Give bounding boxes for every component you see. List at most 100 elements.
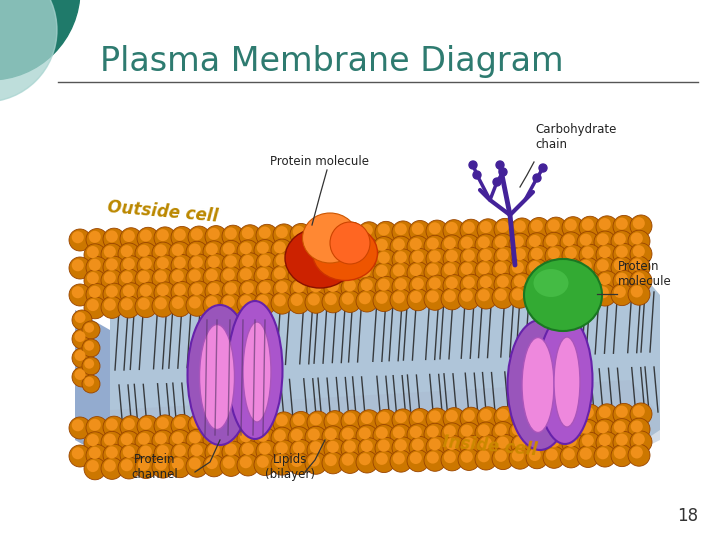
Circle shape — [528, 218, 550, 240]
Circle shape — [531, 248, 543, 260]
Circle shape — [496, 161, 504, 169]
Circle shape — [118, 296, 140, 318]
Circle shape — [288, 239, 310, 261]
Circle shape — [582, 435, 594, 447]
Circle shape — [273, 224, 295, 246]
Circle shape — [191, 283, 203, 295]
Circle shape — [441, 261, 463, 283]
Circle shape — [72, 348, 92, 368]
Circle shape — [545, 217, 567, 239]
Circle shape — [72, 447, 84, 460]
Circle shape — [89, 447, 101, 459]
Circle shape — [463, 409, 475, 422]
Circle shape — [560, 420, 582, 442]
Circle shape — [548, 274, 560, 286]
Circle shape — [412, 438, 424, 451]
Circle shape — [169, 456, 191, 478]
Circle shape — [273, 252, 295, 274]
Circle shape — [82, 357, 100, 375]
Circle shape — [171, 442, 193, 464]
Circle shape — [138, 458, 150, 471]
Circle shape — [492, 287, 514, 308]
Circle shape — [290, 252, 312, 273]
Circle shape — [242, 443, 254, 455]
Circle shape — [463, 276, 475, 288]
Circle shape — [630, 403, 652, 425]
Circle shape — [189, 244, 201, 255]
Circle shape — [339, 238, 361, 259]
Circle shape — [205, 281, 227, 302]
Circle shape — [458, 448, 480, 470]
Circle shape — [477, 274, 499, 296]
Circle shape — [478, 236, 490, 248]
Circle shape — [628, 418, 650, 440]
Circle shape — [72, 419, 84, 431]
Circle shape — [412, 222, 424, 235]
Circle shape — [172, 432, 184, 444]
Circle shape — [631, 286, 643, 298]
Circle shape — [560, 232, 582, 254]
Circle shape — [392, 292, 405, 303]
Circle shape — [613, 244, 635, 265]
Circle shape — [412, 278, 424, 290]
Circle shape — [528, 288, 541, 300]
Circle shape — [341, 250, 363, 272]
Circle shape — [427, 238, 439, 249]
Circle shape — [293, 226, 305, 238]
Circle shape — [613, 403, 635, 426]
Circle shape — [256, 224, 278, 246]
Circle shape — [307, 223, 329, 245]
Circle shape — [103, 416, 125, 438]
Circle shape — [543, 447, 565, 468]
Circle shape — [258, 254, 271, 267]
Circle shape — [118, 457, 140, 479]
Circle shape — [137, 255, 159, 278]
Circle shape — [594, 284, 616, 306]
Circle shape — [373, 450, 395, 472]
Circle shape — [325, 240, 337, 252]
Circle shape — [339, 264, 361, 286]
Circle shape — [461, 424, 473, 437]
Circle shape — [480, 221, 492, 233]
Circle shape — [443, 220, 465, 241]
Circle shape — [203, 429, 225, 451]
Circle shape — [613, 259, 626, 271]
Ellipse shape — [312, 226, 377, 280]
Circle shape — [461, 451, 473, 463]
Circle shape — [426, 408, 448, 430]
Circle shape — [342, 240, 354, 252]
Circle shape — [239, 413, 261, 435]
Circle shape — [376, 265, 388, 277]
Circle shape — [140, 446, 152, 457]
Circle shape — [563, 234, 575, 246]
Circle shape — [633, 433, 645, 446]
Text: 18: 18 — [677, 507, 698, 525]
Circle shape — [205, 226, 227, 248]
Circle shape — [392, 453, 405, 464]
Circle shape — [441, 288, 463, 310]
Circle shape — [72, 286, 84, 298]
Circle shape — [514, 408, 526, 420]
Circle shape — [237, 428, 259, 450]
Circle shape — [361, 279, 373, 291]
Circle shape — [631, 421, 643, 433]
Circle shape — [84, 341, 94, 350]
Circle shape — [186, 294, 208, 316]
Circle shape — [86, 256, 108, 279]
Circle shape — [291, 455, 303, 467]
Circle shape — [512, 423, 524, 435]
Circle shape — [155, 298, 167, 309]
Circle shape — [290, 411, 312, 434]
Circle shape — [258, 281, 271, 294]
Circle shape — [545, 272, 567, 294]
Circle shape — [188, 414, 210, 436]
Circle shape — [103, 283, 125, 305]
Circle shape — [222, 430, 235, 443]
Circle shape — [378, 440, 390, 451]
Circle shape — [480, 409, 492, 421]
Circle shape — [274, 294, 286, 306]
Circle shape — [186, 267, 208, 289]
Circle shape — [528, 406, 550, 428]
Circle shape — [191, 228, 203, 240]
Circle shape — [446, 410, 458, 422]
